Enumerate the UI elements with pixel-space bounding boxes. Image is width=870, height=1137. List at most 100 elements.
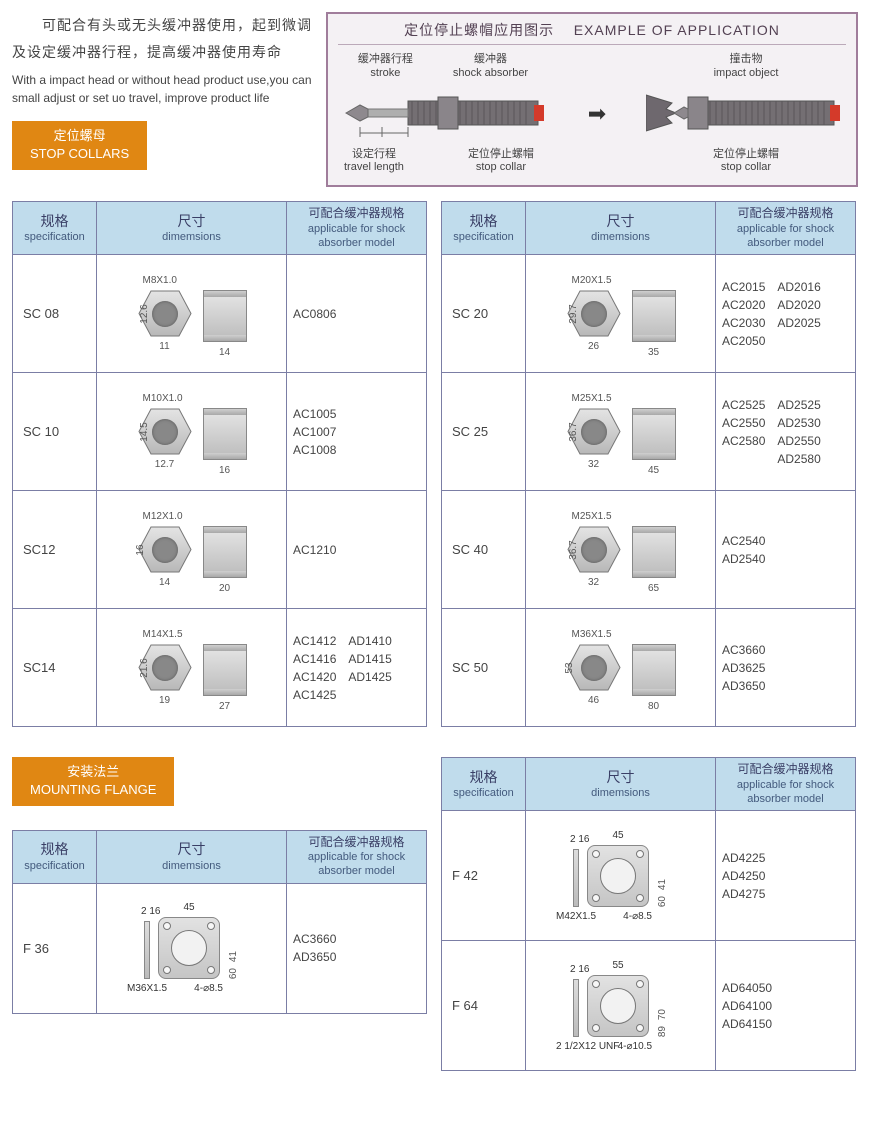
- nut-side-icon: 16: [203, 413, 247, 455]
- model: AD64050: [722, 979, 849, 997]
- model: AD2020: [777, 296, 820, 314]
- application-left-diagram: 缓冲器行程 stroke 缓冲器 shock absorber: [338, 53, 548, 175]
- dim-cell: M36X1.5465380: [526, 609, 716, 727]
- table-row: SC14M14X1.51921.627AC1412AC1416AC1420AC1…: [13, 609, 427, 727]
- spec-cell: SC 25: [442, 373, 526, 491]
- model: AD2530: [777, 414, 820, 432]
- model: AC1210: [293, 541, 336, 559]
- label-absorber: 缓冲器 shock absorber: [453, 53, 528, 81]
- hex-icon: M10X1.012.714.5: [137, 407, 193, 456]
- model: AC2020: [722, 296, 765, 314]
- nut-side-icon: 45: [632, 413, 676, 455]
- section-mounting-flange: 安装法兰 MOUNTING FLANGE: [12, 757, 174, 805]
- application-panel: 定位停止螺帽应用图示 EXAMPLE OF APPLICATION 缓冲器行程 …: [326, 12, 858, 187]
- flange-plate-icon: 554-⌀10.5: [587, 975, 649, 1037]
- spec-cell: SC14: [13, 609, 97, 727]
- model: AC2525: [722, 396, 765, 414]
- model: AD1425: [348, 668, 391, 686]
- label-impact: 撞击物 impact object: [646, 53, 846, 81]
- model: AC1412: [293, 632, 336, 650]
- models-cell: AC2015AC2020AC2030AC2050AD2016AD2020AD20…: [716, 255, 856, 373]
- models-cell: AC3660AD3625AD3650: [716, 609, 856, 727]
- application-title: 定位停止螺帽应用图示 EXAMPLE OF APPLICATION: [338, 20, 846, 45]
- spec-cell: SC 08: [13, 255, 97, 373]
- spec-cell: F 36: [13, 883, 97, 1013]
- section-mounting-flange-cn: 安装法兰: [30, 763, 156, 781]
- model: AC1005: [293, 405, 336, 423]
- spec-cell: SC 20: [442, 255, 526, 373]
- table-row: SC 25M25X1.53236.745AC2525AC2550AC2580AD…: [442, 373, 856, 491]
- spec-cell: SC 40: [442, 491, 526, 609]
- model: AD4275: [722, 885, 849, 903]
- models-cell: AC2525AC2550AC2580AD2525AD2530AD2550AD25…: [716, 373, 856, 491]
- models-cell: AC1210: [287, 491, 427, 609]
- flange-strip-icon: 2 162 1/2X12 UNF: [573, 979, 579, 1037]
- application-right-diagram: 撞击物 impact object: [646, 53, 846, 175]
- model: AC1008: [293, 441, 336, 459]
- dim-cell: M25X1.53236.765: [526, 491, 716, 609]
- table-row: SC 50M36X1.5465380AC3660AD3625AD3650: [442, 609, 856, 727]
- dim-cell: 2 16M42X1.5 454-⌀8.5 4160: [526, 811, 716, 941]
- dim-cell: 2 16M36X1.5454-⌀8.54160: [97, 883, 287, 1013]
- table-row: SC 20M20X1.52629.735AC2015AC2020AC2030AC…: [442, 255, 856, 373]
- section-stop-collars: 定位螺母 STOP COLLARS: [12, 121, 147, 169]
- nut-side-icon: 27: [203, 649, 247, 691]
- flange-strip-icon: 2 16M42X1.5: [573, 849, 579, 907]
- models-cell: AC1005AC1007AC1008: [287, 373, 427, 491]
- dim-cell: M14X1.51921.627: [97, 609, 287, 727]
- table-row: F 362 16M36X1.5454-⌀8.54160AC3660AD3650: [13, 883, 427, 1013]
- model: AD3650: [722, 677, 765, 695]
- flange-plate-icon: 454-⌀8.5: [587, 845, 649, 907]
- models-cell: AC3660AD3650: [287, 883, 427, 1013]
- dim-cell: M25X1.53236.745: [526, 373, 716, 491]
- absorber-drawing-impacted: [646, 81, 846, 145]
- model: AC2050: [722, 332, 765, 350]
- application-title-cn: 定位停止螺帽应用图示: [404, 22, 554, 38]
- flange-side-dims: 4160: [228, 951, 239, 979]
- application-title-en: EXAMPLE OF APPLICATION: [574, 22, 780, 38]
- model: AC2030: [722, 314, 765, 332]
- model: AD3650: [293, 948, 420, 966]
- hex-icon: M12X1.01416: [137, 525, 193, 574]
- model: AD2540: [722, 550, 765, 568]
- spec-cell: SC 10: [13, 373, 97, 491]
- model: AD64100: [722, 997, 849, 1015]
- dim-cell: M20X1.52629.735: [526, 255, 716, 373]
- models-cell: AD64050AD64100AD64150: [716, 941, 856, 1071]
- model: AC2540: [722, 532, 765, 550]
- model: AD2016: [777, 278, 820, 296]
- nut-side-icon: 20: [203, 531, 247, 573]
- model: AD3625: [722, 659, 765, 677]
- model: AC1007: [293, 423, 336, 441]
- spec-cell: F 42: [442, 811, 526, 941]
- label-stop-collar-right: 定位停止螺帽 stop collar: [646, 148, 846, 176]
- nut-side-icon: 80: [632, 649, 676, 691]
- flange-side-dims: 4160: [657, 879, 668, 907]
- model: AC1416: [293, 650, 336, 668]
- intro-en: With a impact head or without head produ…: [12, 71, 312, 107]
- model: AC3660: [722, 641, 765, 659]
- spec-cell: SC 50: [442, 609, 526, 727]
- model: AD2550: [777, 432, 820, 450]
- model: AD2025: [777, 314, 820, 332]
- hex-icon: M25X1.53236.7: [566, 407, 622, 456]
- hex-icon: M20X1.52629.7: [566, 289, 622, 338]
- model: AD64150: [722, 1015, 849, 1033]
- dim-cell: M10X1.012.714.516: [97, 373, 287, 491]
- section-stop-collars-en: STOP COLLARS: [30, 145, 129, 163]
- model: AC2550: [722, 414, 765, 432]
- model: AC0806: [293, 305, 336, 323]
- label-stop-collar-left: 定位停止螺帽 stop collar: [468, 148, 534, 176]
- hex-icon: M14X1.51921.6: [137, 643, 193, 692]
- nut-side-icon: 35: [632, 295, 676, 337]
- model: AD1410: [348, 632, 391, 650]
- dim-cell: 2 162 1/2X12 UNF 554-⌀10.5 7089: [526, 941, 716, 1071]
- table-row: SC 40M25X1.53236.765 AC2540AD2540: [442, 491, 856, 609]
- section-mounting-flange-en: MOUNTING FLANGE: [30, 781, 156, 799]
- spec-cell: SC12: [13, 491, 97, 609]
- flange-side-dims: 7089: [657, 1009, 668, 1037]
- flange-table-right: 规格specification 尺寸dimemsions 可配合缓冲器规格app…: [441, 757, 856, 1071]
- section-stop-collars-cn: 定位螺母: [30, 127, 129, 145]
- flange-table-left: 规格specification 尺寸dimemsions 可配合缓冲器规格app…: [12, 830, 427, 1014]
- models-cell: AC0806: [287, 255, 427, 373]
